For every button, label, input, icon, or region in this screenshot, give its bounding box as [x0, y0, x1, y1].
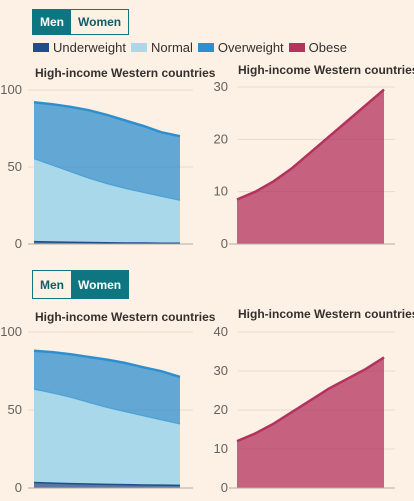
chart-title-top-right: High-income Western countries [238, 63, 414, 77]
line-obese-3 [236, 356, 385, 443]
sex-toggle-top[interactable]: Men Women [32, 9, 130, 35]
chart-title-bottom-right: High-income Western countries [238, 307, 414, 321]
chart-title-bottom-left: High-income Western countries [35, 310, 216, 324]
tick-label-2-1: 50 [8, 402, 22, 417]
tick-label-0-1: 50 [8, 159, 22, 174]
tick-label-1-2: 20 [214, 131, 228, 146]
line-obese-1 [236, 88, 385, 201]
tick-label-2-0: 0 [15, 480, 22, 495]
area-overweight-2 [34, 350, 180, 425]
tick-label-0-0: 0 [15, 236, 22, 251]
legend-label-underweight: Underweight [53, 40, 126, 55]
tick-label-3-4: 40 [214, 324, 228, 339]
legend-label-obese: Obese [308, 40, 347, 55]
line-overweight-0 [33, 101, 181, 138]
tick-label-3-0: 0 [221, 480, 228, 495]
tick-label-1-0: 0 [221, 236, 228, 251]
toggle-men-button[interactable]: Men [33, 10, 71, 34]
tick-label-0-2: 100 [0, 82, 22, 97]
tick-label-1-3: 30 [214, 79, 228, 94]
toggle-women-button-bottom[interactable]: Women [71, 271, 129, 298]
line-overweight-2 [33, 349, 181, 379]
legend-item-obese: Obese [288, 40, 347, 55]
legend-item-overweight: Overweight [197, 40, 284, 55]
area-obese-1 [237, 89, 384, 244]
legend-label-normal: Normal [151, 40, 193, 55]
tick-label-2-2: 100 [0, 324, 22, 339]
area-normal-0 [34, 159, 180, 243]
legend-label-overweight: Overweight [217, 40, 284, 55]
tick-label-3-2: 20 [214, 402, 228, 417]
legend-swatch-obese [288, 43, 305, 52]
tick-label-1-1: 10 [214, 184, 228, 199]
legend: Underweight Normal Overweight Obese [33, 40, 352, 55]
chart-title-top-left: High-income Western countries [35, 66, 216, 80]
toggle-women-button[interactable]: Women [71, 10, 129, 34]
legend-swatch-overweight [197, 43, 214, 52]
sex-toggle-bottom[interactable]: Men Women [32, 270, 130, 299]
tick-label-3-3: 30 [214, 363, 228, 378]
tick-label-3-1: 10 [214, 441, 228, 456]
area-normal-2 [34, 389, 180, 485]
area-obese-3 [237, 357, 384, 488]
legend-swatch-underweight [33, 43, 49, 52]
legend-item-normal: Normal [131, 40, 193, 55]
legend-swatch-normal [131, 43, 147, 52]
toggle-men-button-bottom[interactable]: Men [33, 271, 71, 298]
legend-item-underweight: Underweight [33, 40, 126, 55]
